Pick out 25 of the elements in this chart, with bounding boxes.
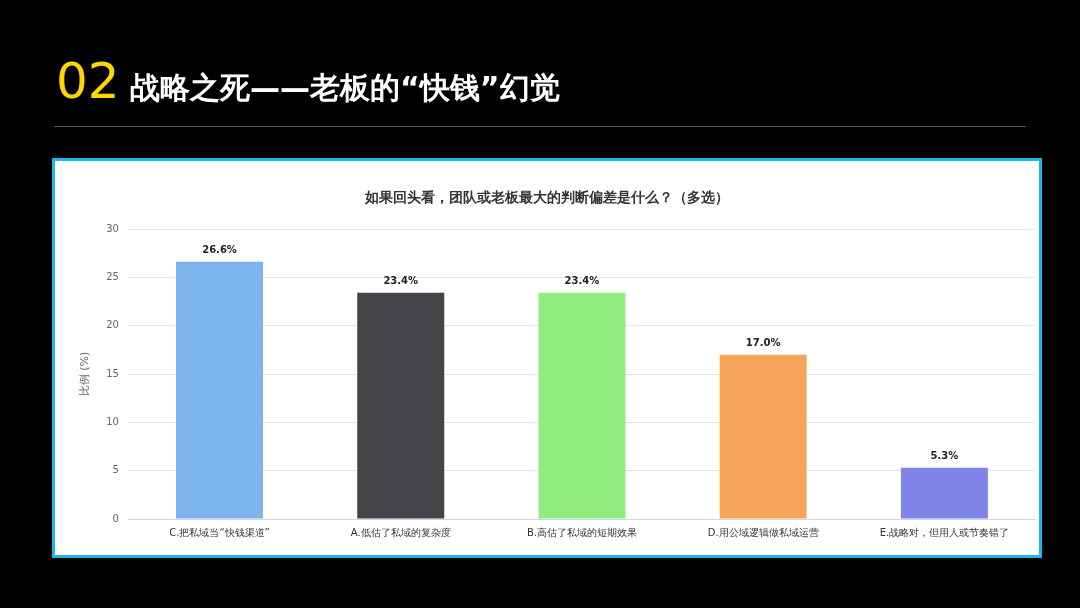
y-tick-label: 15 <box>106 367 119 379</box>
bar <box>357 292 445 519</box>
y-tick-label: 5 <box>112 464 119 476</box>
bar <box>176 261 264 519</box>
y-tick-label: 20 <box>106 319 119 331</box>
data-label: 23.4% <box>383 275 419 287</box>
data-label: 5.3% <box>930 450 959 462</box>
y-tick-label: 30 <box>106 222 119 234</box>
bar <box>900 467 988 519</box>
y-axis-title: 比例 (%) <box>78 351 92 397</box>
data-label: 26.6% <box>202 244 237 256</box>
x-tick-label: E.战略对，但用人或节奏错了 <box>879 526 1010 538</box>
chart-title: 02 战略之死——老板的“快钱”幻觉 <box>56 52 560 110</box>
x-tick-label: A.低估了私域的复杂度 <box>350 526 451 538</box>
y-tick-label: 25 <box>106 270 119 282</box>
chart-subtitle: 如果回头看，团队或老板最大的判断偏差是什么？（多选） <box>364 189 730 207</box>
data-label: 23.4% <box>564 275 600 287</box>
x-tick-label: B.高估了私域的短期效果 <box>526 526 637 538</box>
x-tick-label: C.把私域当“快钱渠道” <box>169 526 270 538</box>
bar <box>719 354 807 519</box>
x-tick-label: D.用公域逻辑做私域运营 <box>707 526 819 538</box>
y-tick-label: 0 <box>112 512 119 524</box>
data-label: 17.0% <box>745 337 781 349</box>
y-tick-label: 10 <box>106 415 119 427</box>
bar <box>538 292 626 519</box>
